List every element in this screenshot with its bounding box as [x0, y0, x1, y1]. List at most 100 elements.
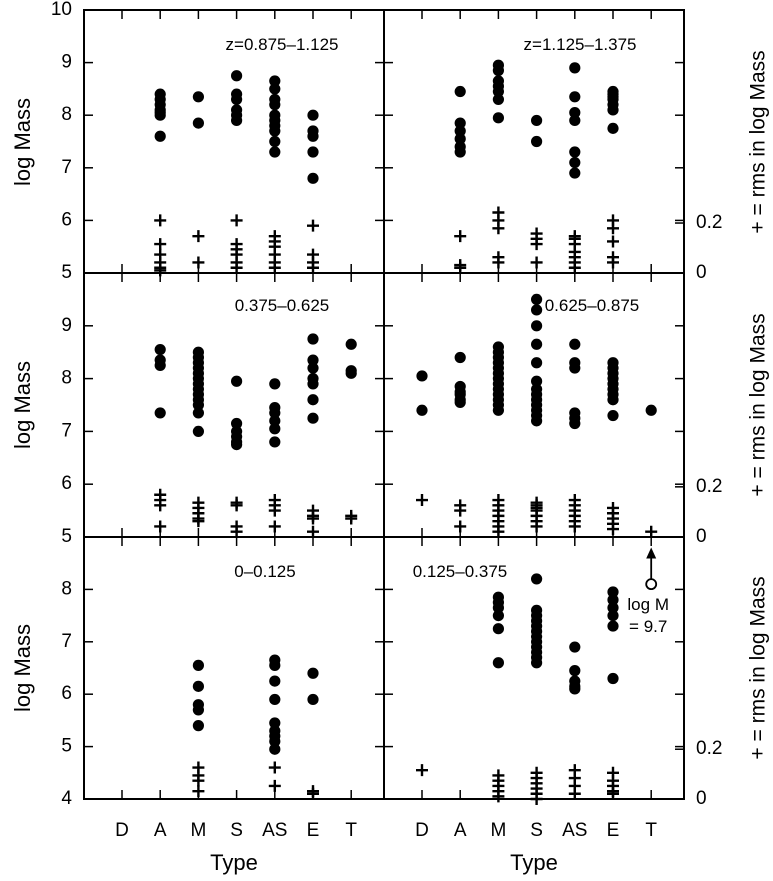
mass-point: [192, 659, 204, 671]
mass-point: [454, 351, 466, 364]
mass-point: [192, 399, 204, 411]
rms-cross: [530, 256, 543, 269]
mass-point: [531, 573, 543, 585]
mass-point: [531, 320, 543, 332]
mass-point: [645, 404, 657, 416]
mass-point: [269, 735, 281, 747]
rms-cross: [154, 264, 167, 277]
mass-point: [531, 338, 543, 350]
mass-point: [569, 91, 581, 103]
mass-point: [492, 112, 504, 124]
rms-cross: [268, 779, 281, 792]
mass-point: [307, 333, 319, 345]
panel-label: z=1.125–1.375: [524, 35, 637, 54]
rms-cross: [454, 520, 467, 533]
mass-point: [154, 359, 166, 371]
y-axis-label-row-2: log Mass: [10, 361, 35, 449]
x-tick-label: S: [230, 820, 243, 841]
rms-cross: [192, 785, 205, 798]
mass-point: [307, 172, 319, 184]
mass-point: [454, 396, 466, 408]
mass-point: [154, 343, 166, 356]
mass-point: [569, 62, 581, 74]
mass-point: [307, 693, 319, 706]
y-axis-label-row-1: log Mass: [10, 98, 35, 186]
mass-point: [231, 375, 243, 387]
rms-cross: [192, 515, 205, 528]
rms-cross: [530, 520, 543, 533]
mass-point: [192, 425, 204, 437]
mass-point: [231, 70, 243, 82]
x-tick-label: T: [645, 820, 657, 841]
x-tick-label: D: [115, 820, 129, 841]
mass-point: [607, 672, 619, 685]
rms-tick-label: 0.2: [696, 476, 722, 497]
panel-label: z=0.875–1.125: [226, 35, 339, 54]
data-marks: [154, 59, 658, 805]
mass-point: [607, 594, 619, 606]
rms-cross: [307, 787, 319, 800]
rms-cross: [568, 787, 581, 800]
rms-axis-label: + = rms in log Mass: [747, 313, 770, 496]
mass-point: [492, 85, 504, 98]
mass-point: [454, 85, 466, 98]
mass-point: [307, 378, 319, 390]
rms-cross: [345, 512, 358, 525]
mass-point: [492, 610, 504, 622]
right-axis-label-row-1: + = rms in log Mass: [747, 50, 770, 233]
mass-point: [607, 602, 619, 614]
mass-point: [607, 610, 619, 622]
mass-point: [607, 104, 619, 116]
rms-cross: [268, 504, 281, 517]
mass-point: [454, 133, 466, 145]
panel-label: 0.375–0.625: [235, 296, 330, 315]
rms-cross: [154, 238, 167, 251]
mass-point: [269, 743, 281, 755]
mass-point: [416, 370, 428, 382]
outlier-note-line1: log M: [627, 595, 669, 614]
rms-axis-label: + = rms in log Mass: [747, 576, 770, 759]
rms-cross: [230, 214, 243, 227]
y-tick-label: 7: [61, 420, 72, 441]
rms-cross: [607, 787, 619, 800]
rms-cross: [645, 525, 658, 538]
mass-point: [607, 394, 619, 406]
rms-cross: [307, 512, 319, 525]
mass-point: [569, 156, 581, 169]
y-tick-label: 9: [61, 52, 72, 73]
rms-cross: [268, 261, 281, 274]
rms-cross: [454, 261, 467, 274]
mass-point: [192, 720, 204, 732]
panel-label: 0.625–0.875: [545, 296, 640, 315]
x-tick-label: D: [415, 820, 429, 841]
mass-point: [231, 439, 243, 451]
mass-point: [269, 99, 281, 111]
mass-point: [192, 680, 204, 692]
x-tick-label: T: [345, 820, 357, 841]
mass-point: [569, 114, 581, 127]
y-axis-label: log Mass: [10, 361, 35, 449]
right-axis-label-row-3: + = rms in log Mass: [747, 576, 770, 759]
mass-point: [531, 135, 543, 148]
y-axis-label: log Mass: [10, 624, 35, 712]
x-tick-label: A: [454, 820, 467, 841]
x-tick-label: E: [607, 820, 620, 841]
rms-cross: [192, 230, 205, 243]
y-tick-label: 8: [61, 104, 72, 125]
mass-point: [454, 146, 466, 158]
mass-point: [307, 130, 319, 142]
mass-point: [492, 657, 504, 669]
mass-point: [569, 338, 581, 350]
mass-point: [607, 620, 619, 632]
mass-point: [569, 665, 581, 677]
rms-cross: [230, 525, 243, 538]
rms-cross: [192, 256, 205, 269]
mass-point: [492, 404, 504, 416]
mass-point: [531, 357, 543, 369]
rms-cross: [268, 761, 281, 774]
mass-point: [531, 114, 543, 127]
mass-point: [269, 415, 281, 427]
x-tick-label: AS: [262, 820, 287, 841]
mass-point: [231, 93, 243, 106]
mass-point: [307, 412, 319, 424]
